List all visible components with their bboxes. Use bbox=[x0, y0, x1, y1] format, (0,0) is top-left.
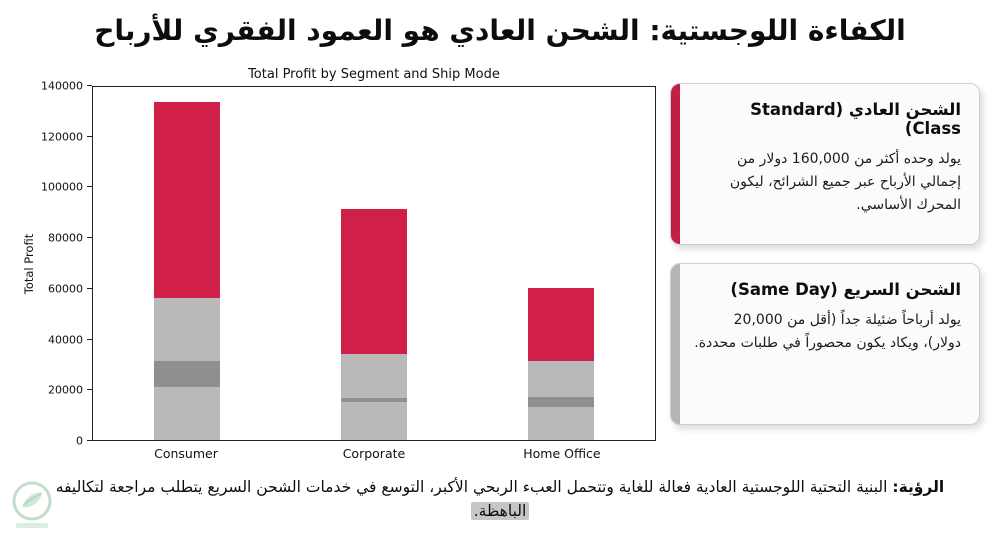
card-title: الشحن العادي (Standard Class) bbox=[750, 100, 961, 138]
x-tick-label: Home Office bbox=[523, 446, 601, 461]
y-tick-label: 0 bbox=[76, 434, 83, 448]
x-axis-labels: Consumer Corporate Home Office bbox=[92, 446, 656, 461]
bar-segment-second-class bbox=[340, 353, 407, 398]
watermark-logo bbox=[12, 481, 52, 528]
y-tick-label: 140000 bbox=[41, 79, 83, 93]
main-content: Total Profit by Segment and Ship Mode To… bbox=[14, 53, 986, 461]
card-same-day: الشحن السريع (Same Day) يولد أرباحاً ضئي… bbox=[669, 263, 980, 425]
card-body: يولد أرباحاً ضئيلة جداً (أقل من 20,000 د… bbox=[694, 312, 961, 352]
card-standard-class: الشحن العادي (Standard Class) يولد وحده … bbox=[669, 83, 980, 245]
bar-segment-first-class bbox=[153, 387, 220, 440]
y-tick-label: 120000 bbox=[41, 130, 83, 144]
chart-section: Total Profit by Segment and Ship Mode To… bbox=[20, 53, 656, 461]
y-tick-mark bbox=[87, 85, 92, 86]
bar-segment-same-day bbox=[340, 397, 407, 403]
card-accent-bar bbox=[670, 84, 680, 244]
bar-corporate bbox=[340, 208, 407, 440]
annotation-cards: الشحن العادي (Standard Class) يولد وحده … bbox=[669, 83, 980, 425]
bar-home-office bbox=[528, 287, 595, 440]
bar-segment-standard-class bbox=[528, 287, 595, 361]
y-tick-label: 20000 bbox=[48, 383, 83, 397]
y-tick-mark bbox=[87, 237, 92, 239]
y-tick-label: 80000 bbox=[48, 231, 83, 245]
y-tick-label: 40000 bbox=[48, 333, 83, 347]
y-tick-mark bbox=[87, 440, 92, 441]
bar-segment-first-class bbox=[340, 402, 407, 440]
y-axis-ticks: 0 20000 40000 60000 80000 100000 120000 140000 bbox=[38, 81, 92, 447]
y-tick-mark bbox=[87, 135, 92, 137]
bar-segment-same-day bbox=[153, 360, 220, 388]
bar-segment-second-class bbox=[528, 360, 595, 398]
y-tick-label: 100000 bbox=[41, 180, 83, 194]
x-tick-label: Consumer bbox=[154, 446, 218, 461]
insight-highlight: الباهظة. bbox=[470, 502, 530, 521]
bar-segment-standard-class bbox=[340, 208, 407, 354]
bar-segment-same-day bbox=[528, 397, 595, 408]
insight-label: الرؤية: bbox=[892, 478, 945, 496]
insight-footer: الرؤية: البنية التحتية اللوجستية العادية… bbox=[25, 475, 975, 523]
plot-area bbox=[92, 86, 656, 441]
y-tick-mark bbox=[87, 186, 92, 188]
bar-segment-first-class bbox=[528, 407, 595, 440]
bar-segment-standard-class bbox=[153, 102, 220, 298]
card-accent-bar bbox=[670, 264, 680, 424]
bar-segment-second-class bbox=[153, 297, 220, 361]
chart-body: Total Profit 0 20000 40000 60000 80000 100000… bbox=[20, 81, 656, 447]
card-body: يولد وحده أكثر من 160,000 دولار من إجمال… bbox=[729, 151, 961, 214]
card-title: الشحن السريع (Same Day) bbox=[730, 280, 961, 299]
y-tick-mark bbox=[87, 338, 92, 340]
insight-text: البنية التحتية اللوجستية العادية فعالة ل… bbox=[55, 478, 893, 496]
y-tick-mark bbox=[87, 287, 92, 289]
page: الكفاءة اللوجستية: الشحن العادي هو العمو… bbox=[14, 14, 986, 523]
y-axis-label-wrap: Total Profit bbox=[20, 86, 38, 441]
y-tick-label: 60000 bbox=[48, 282, 83, 296]
page-title: الكفاءة اللوجستية: الشحن العادي هو العمو… bbox=[94, 14, 906, 47]
y-axis-label: Total Profit bbox=[22, 233, 36, 294]
bar-consumer bbox=[153, 102, 220, 440]
x-tick-label: Corporate bbox=[342, 446, 406, 461]
chart-title: Total Profit by Segment and Ship Mode bbox=[248, 67, 500, 82]
y-tick-mark bbox=[87, 389, 92, 391]
